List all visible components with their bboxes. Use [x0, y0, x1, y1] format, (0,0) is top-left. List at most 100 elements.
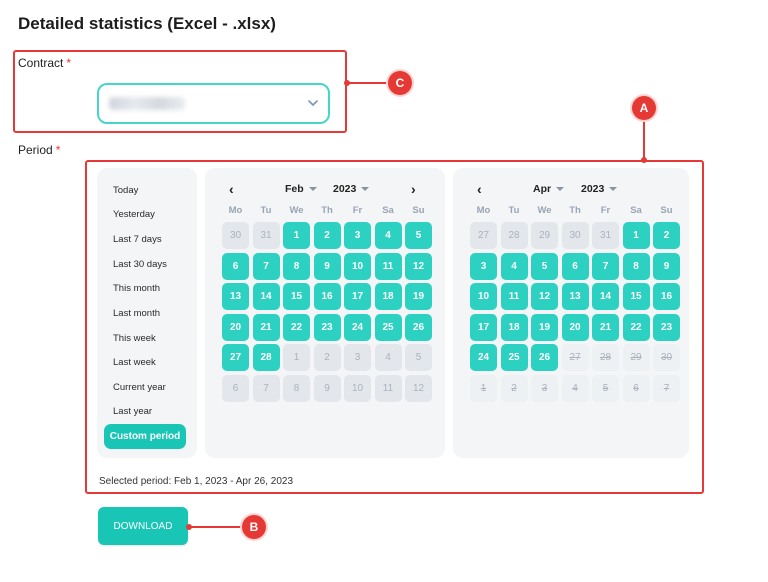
download-button[interactable]: DOWNLOAD — [98, 507, 188, 545]
day-cell-selected[interactable]: 16 — [653, 283, 680, 310]
day-cell-selected[interactable]: 1 — [622, 222, 650, 249]
day-cell-selected[interactable]: 16 — [313, 283, 341, 310]
contract-value-redacted — [109, 97, 185, 110]
day-cell-selected[interactable]: 21 — [592, 313, 619, 341]
weekday-label: We — [537, 205, 552, 216]
weekday-label: Mo — [476, 205, 491, 216]
preset-last-week[interactable]: Last week — [113, 357, 156, 368]
day-cell-selected[interactable]: 19 — [405, 283, 432, 310]
day-cell-disabled: 31 — [592, 222, 619, 249]
day-cell-disabled: 10 — [344, 374, 371, 402]
preset-yesterday[interactable]: Yesterday — [113, 209, 155, 220]
day-cell-selected[interactable]: 12 — [405, 252, 432, 280]
preset-last-month[interactable]: Last month — [113, 308, 160, 319]
day-cell-selected[interactable]: 6 — [222, 252, 249, 280]
annotation-dot-a — [641, 157, 647, 163]
day-cell-selected[interactable]: 22 — [283, 313, 310, 341]
preset-last-year[interactable]: Last year — [113, 406, 153, 417]
calendar-header: ‹ Apr 2023 — [453, 181, 689, 199]
day-cell-selected[interactable]: 23 — [313, 313, 341, 341]
annotation-line-a — [643, 118, 645, 160]
day-cell-selected[interactable]: 4 — [500, 252, 528, 280]
day-cell-disabled: 2 — [313, 344, 341, 371]
day-cell-selected[interactable]: 2 — [313, 222, 341, 249]
day-cell-selected[interactable]: 3 — [344, 222, 371, 249]
annotation-dot-c — [344, 80, 350, 86]
day-cell-selected[interactable]: 28 — [252, 344, 280, 371]
day-cell-disabled: 2 — [500, 374, 528, 402]
year-select[interactable]: 2023 — [581, 183, 618, 195]
preset-this-month[interactable]: This month — [113, 283, 160, 294]
day-cell-selected[interactable]: 13 — [561, 283, 589, 310]
day-cell-selected[interactable]: 18 — [500, 313, 528, 341]
day-cell-selected[interactable]: 23 — [653, 313, 680, 341]
day-cell-selected[interactable]: 7 — [592, 252, 619, 280]
day-cell-selected[interactable]: 10 — [344, 252, 371, 280]
day-cell-selected[interactable]: 26 — [405, 313, 432, 341]
preset-this-week[interactable]: This week — [113, 333, 156, 344]
day-cell-selected[interactable]: 24 — [470, 344, 497, 371]
day-cell-selected[interactable]: 27 — [222, 344, 249, 371]
day-cell-disabled: 9 — [313, 374, 341, 402]
day-cell-selected[interactable]: 11 — [500, 283, 528, 310]
day-cell-selected[interactable]: 19 — [531, 313, 558, 341]
day-cell-selected[interactable]: 9 — [653, 252, 680, 280]
day-cell-selected[interactable]: 14 — [252, 283, 280, 310]
day-cell-disabled: 28 — [500, 222, 528, 249]
day-cell-selected[interactable]: 8 — [622, 252, 650, 280]
weekday-label: Tu — [260, 205, 272, 216]
month-select[interactable]: Feb — [285, 183, 317, 195]
contract-label: Contract * — [18, 56, 71, 70]
preset-last-7-days[interactable]: Last 7 days — [113, 234, 162, 245]
day-cell-selected[interactable]: 11 — [374, 252, 402, 280]
day-cell-disabled: 27 — [561, 344, 589, 371]
day-cell-selected[interactable]: 1 — [283, 222, 310, 249]
day-cell-selected[interactable]: 5 — [531, 252, 558, 280]
day-cell-selected[interactable]: 17 — [470, 313, 497, 341]
contract-select[interactable] — [97, 83, 330, 124]
preset-current-year[interactable]: Current year — [113, 382, 166, 393]
day-cell-selected[interactable]: 4 — [374, 222, 402, 249]
preset-last-30-days[interactable]: Last 30 days — [113, 259, 167, 270]
day-cell-selected[interactable]: 24 — [344, 313, 371, 341]
day-cell-selected[interactable]: 10 — [470, 283, 497, 310]
day-cell-selected[interactable]: 3 — [470, 252, 497, 280]
day-cell-selected[interactable]: 20 — [222, 313, 249, 341]
day-cell-selected[interactable]: 18 — [374, 283, 402, 310]
prev-month-icon[interactable]: ‹ — [477, 181, 482, 197]
day-cell-selected[interactable]: 15 — [283, 283, 310, 310]
weekday-label: Mo — [228, 205, 243, 216]
calendar-left: ‹ Feb 2023 › Mo Tu We Th Fr Sa Su 30 31 1 2 3 4 5 6 7 8 9… — [205, 168, 445, 458]
next-month-icon[interactable]: › — [411, 181, 416, 197]
month-select[interactable]: Apr — [533, 183, 565, 195]
day-cell-selected[interactable]: 6 — [561, 252, 589, 280]
day-cell-selected[interactable]: 9 — [313, 252, 341, 280]
day-cell-selected[interactable]: 8 — [283, 252, 310, 280]
day-cell-selected[interactable]: 5 — [405, 222, 432, 249]
day-cell-disabled: 30 — [561, 222, 589, 249]
weekday-label: Su — [660, 205, 673, 216]
day-cell-selected[interactable]: 12 — [531, 283, 558, 310]
year-value: 2023 — [581, 183, 605, 195]
annotation-badge-a: A — [632, 96, 656, 120]
preset-today[interactable]: Today — [113, 185, 139, 196]
day-cell-selected[interactable]: 21 — [252, 313, 280, 341]
prev-month-icon[interactable]: ‹ — [229, 181, 234, 197]
day-cell-selected[interactable]: 25 — [500, 344, 528, 371]
weekday-label: We — [289, 205, 304, 216]
preset-custom-period[interactable]: Custom period — [104, 424, 186, 449]
day-cell-selected[interactable]: 7 — [252, 252, 280, 280]
day-cell-disabled: 28 — [592, 344, 619, 371]
day-cell-selected[interactable]: 25 — [374, 313, 402, 341]
year-value: 2023 — [333, 183, 357, 195]
day-cell-selected[interactable]: 26 — [531, 344, 558, 371]
day-cell-selected[interactable]: 22 — [622, 313, 650, 341]
day-cell-selected[interactable]: 20 — [561, 313, 589, 341]
caret-down-icon — [308, 187, 317, 191]
day-cell-selected[interactable]: 13 — [222, 283, 249, 310]
day-cell-selected[interactable]: 15 — [622, 283, 650, 310]
day-cell-selected[interactable]: 17 — [344, 283, 371, 310]
year-select[interactable]: 2023 — [333, 183, 370, 195]
day-cell-selected[interactable]: 2 — [653, 222, 680, 249]
day-cell-selected[interactable]: 14 — [592, 283, 619, 310]
